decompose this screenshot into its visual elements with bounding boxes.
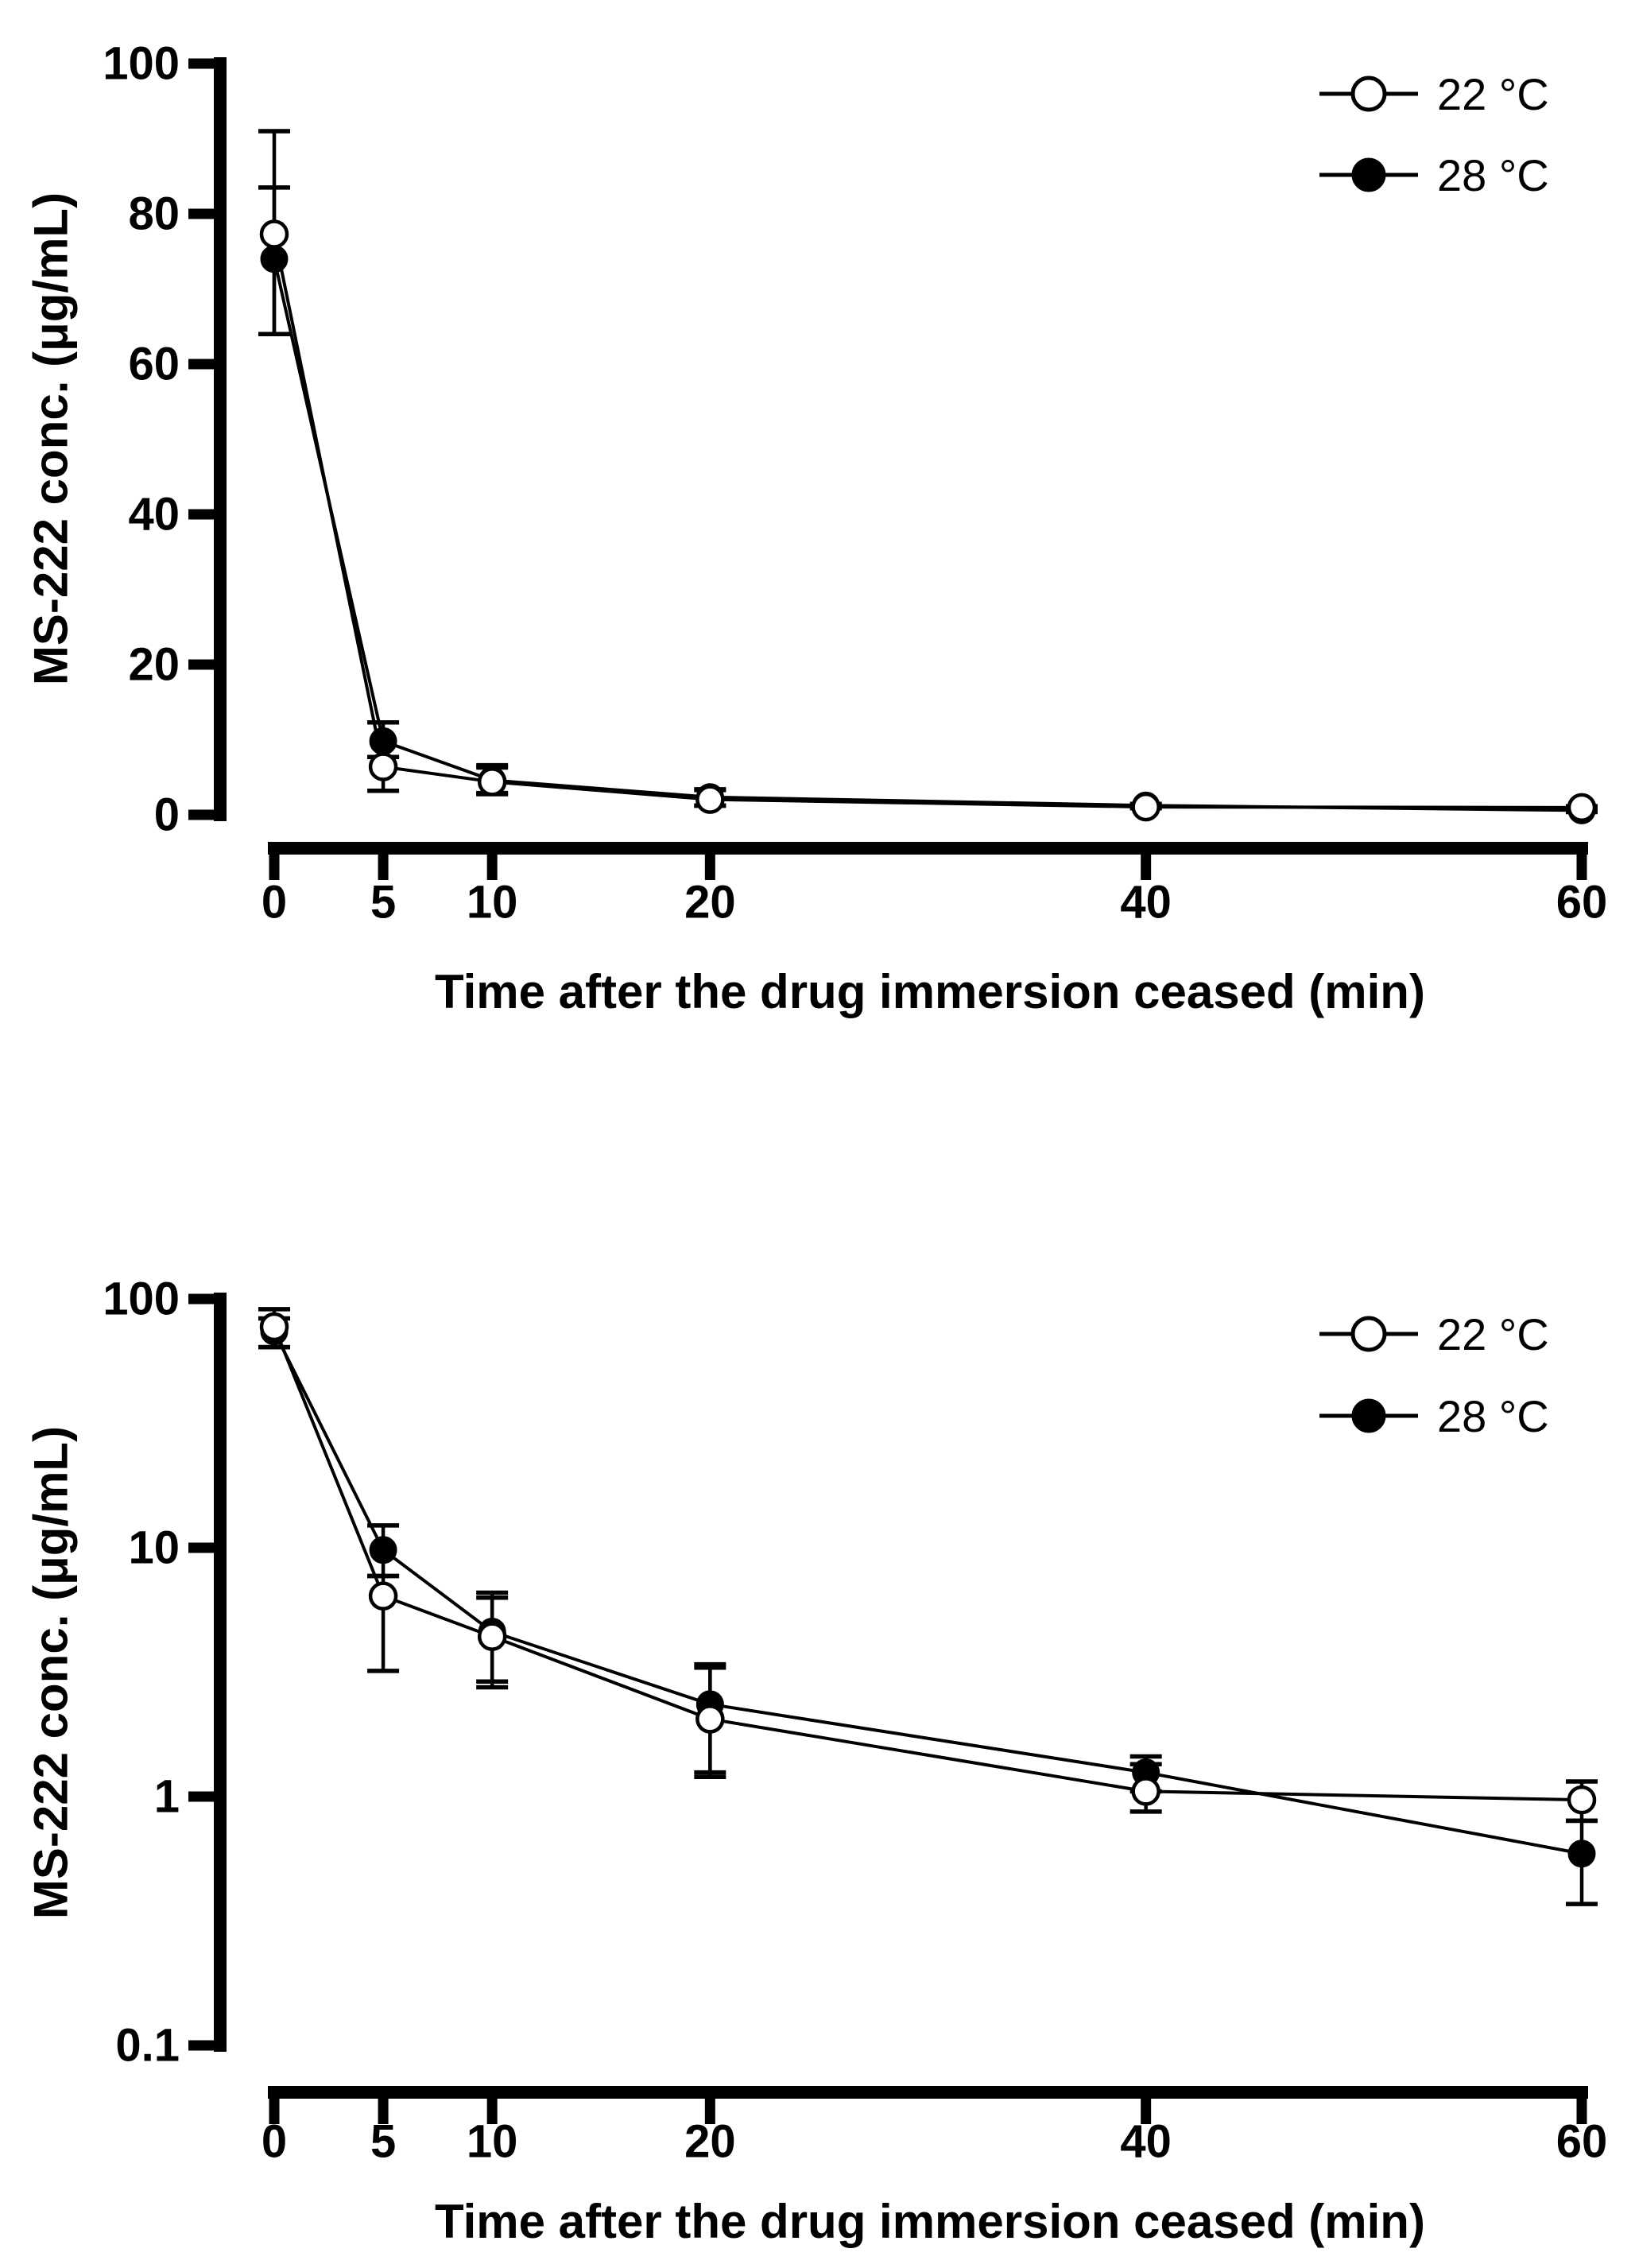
open-circle-marker: [368, 1581, 398, 1611]
filled-circle-marker-icon: [1319, 1398, 1418, 1433]
filled-circle-marker: [369, 727, 397, 755]
x-tick-label: 40: [1120, 2116, 1172, 2168]
legend-item-22c-linear: 22 °C: [1319, 69, 1549, 119]
y-axis-title-log-panel: MS-222 conc. (μg/mL): [24, 1425, 78, 1920]
x-axis-title-log-panel: Time after the drug immersion ceased (mi…: [435, 2195, 1425, 2248]
y-tick-label: 100: [103, 1274, 180, 1325]
open-circle-marker: [1567, 1785, 1597, 1815]
x-axis: 0 5 10 20 40 60: [262, 842, 1608, 929]
error-bars-22c: [258, 1307, 1598, 1824]
legend-label-28c: 28 °C: [1437, 149, 1549, 200]
open-circle-marker: [259, 219, 289, 249]
series-line-28c: [273, 258, 1583, 812]
series-markers-28c: [260, 245, 1596, 824]
x-tick-label: 10: [467, 2116, 518, 2168]
x-tick-label: 5: [370, 877, 396, 929]
legend-item-22c-log: 22 °C: [1319, 1309, 1549, 1359]
series-line-22c: [273, 234, 1583, 809]
x-tick-label: 60: [1556, 877, 1608, 929]
series-line-28c: [273, 1331, 1583, 1855]
legend-label-22c: 22 °C: [1437, 1308, 1549, 1359]
x-tick-label: 10: [467, 877, 518, 929]
y-tick-label: 0: [154, 789, 180, 841]
x-tick-label: 20: [684, 2116, 736, 2168]
y-tick-label: 100: [103, 38, 180, 90]
legend-item-28c-log: 28 °C: [1319, 1391, 1549, 1441]
y-axis: 0.1 1 10 100: [103, 1274, 227, 2072]
open-circle-marker: [695, 785, 725, 814]
filled-circle-marker: [369, 1536, 397, 1564]
x-tick-label: 0: [262, 2116, 287, 2168]
open-circle-marker: [477, 767, 507, 797]
filled-circle-marker-icon: [1319, 157, 1418, 192]
y-tick-label: 0.1: [115, 2020, 180, 2072]
panel-bottom-log: 0.1 1 10 100 0 5 10 20 40 60: [103, 1274, 1607, 2168]
x-tick-label: 40: [1120, 877, 1172, 929]
series-line-22c: [273, 1326, 1583, 1802]
legend-item-28c-linear: 28 °C: [1319, 150, 1549, 200]
open-circle-marker: [368, 752, 398, 781]
x-tick-label: 60: [1556, 2116, 1608, 2168]
y-tick-label: 60: [128, 339, 180, 390]
x-tick-label: 5: [370, 2116, 396, 2168]
x-axis-title-linear-panel: Time after the drug immersion ceased (mi…: [435, 965, 1425, 1018]
open-circle-marker: [1567, 793, 1597, 823]
y-tick-label: 20: [128, 639, 180, 691]
y-axis-title-linear-panel: MS-222 conc. (μg/mL): [24, 192, 78, 686]
open-circle-marker-icon: [1319, 1316, 1418, 1352]
open-circle-marker: [259, 1312, 289, 1342]
y-tick-label: 10: [128, 1522, 180, 1574]
open-circle-marker: [477, 1622, 507, 1651]
legend-label-22c: 22 °C: [1437, 68, 1549, 119]
series-markers-22c: [259, 1312, 1597, 1815]
filled-circle-marker: [260, 245, 289, 273]
open-circle-marker-icon: [1319, 76, 1418, 112]
error-bars-22c: [258, 129, 1598, 812]
x-tick-label: 20: [684, 877, 736, 929]
series-markers-22c: [259, 219, 1597, 823]
x-axis: 0 5 10 20 40 60: [262, 2086, 1608, 2168]
open-circle-marker: [695, 1704, 725, 1734]
legend-label-28c: 28 °C: [1437, 1390, 1549, 1441]
x-tick-label: 0: [262, 877, 287, 929]
y-tick-label: 40: [128, 489, 180, 541]
open-circle-marker: [1131, 1777, 1160, 1806]
y-axis: 0 20 40 60 80 100: [103, 38, 227, 841]
panel-top-linear: 0 20 40 60 80 100 0 5 10 20 40 60: [103, 38, 1607, 929]
filled-circle-marker: [1567, 1840, 1596, 1868]
error-bars-28c: [258, 185, 1598, 815]
y-tick-label: 1: [154, 1771, 180, 1823]
y-tick-label: 80: [128, 188, 180, 240]
open-circle-marker: [1131, 792, 1160, 822]
